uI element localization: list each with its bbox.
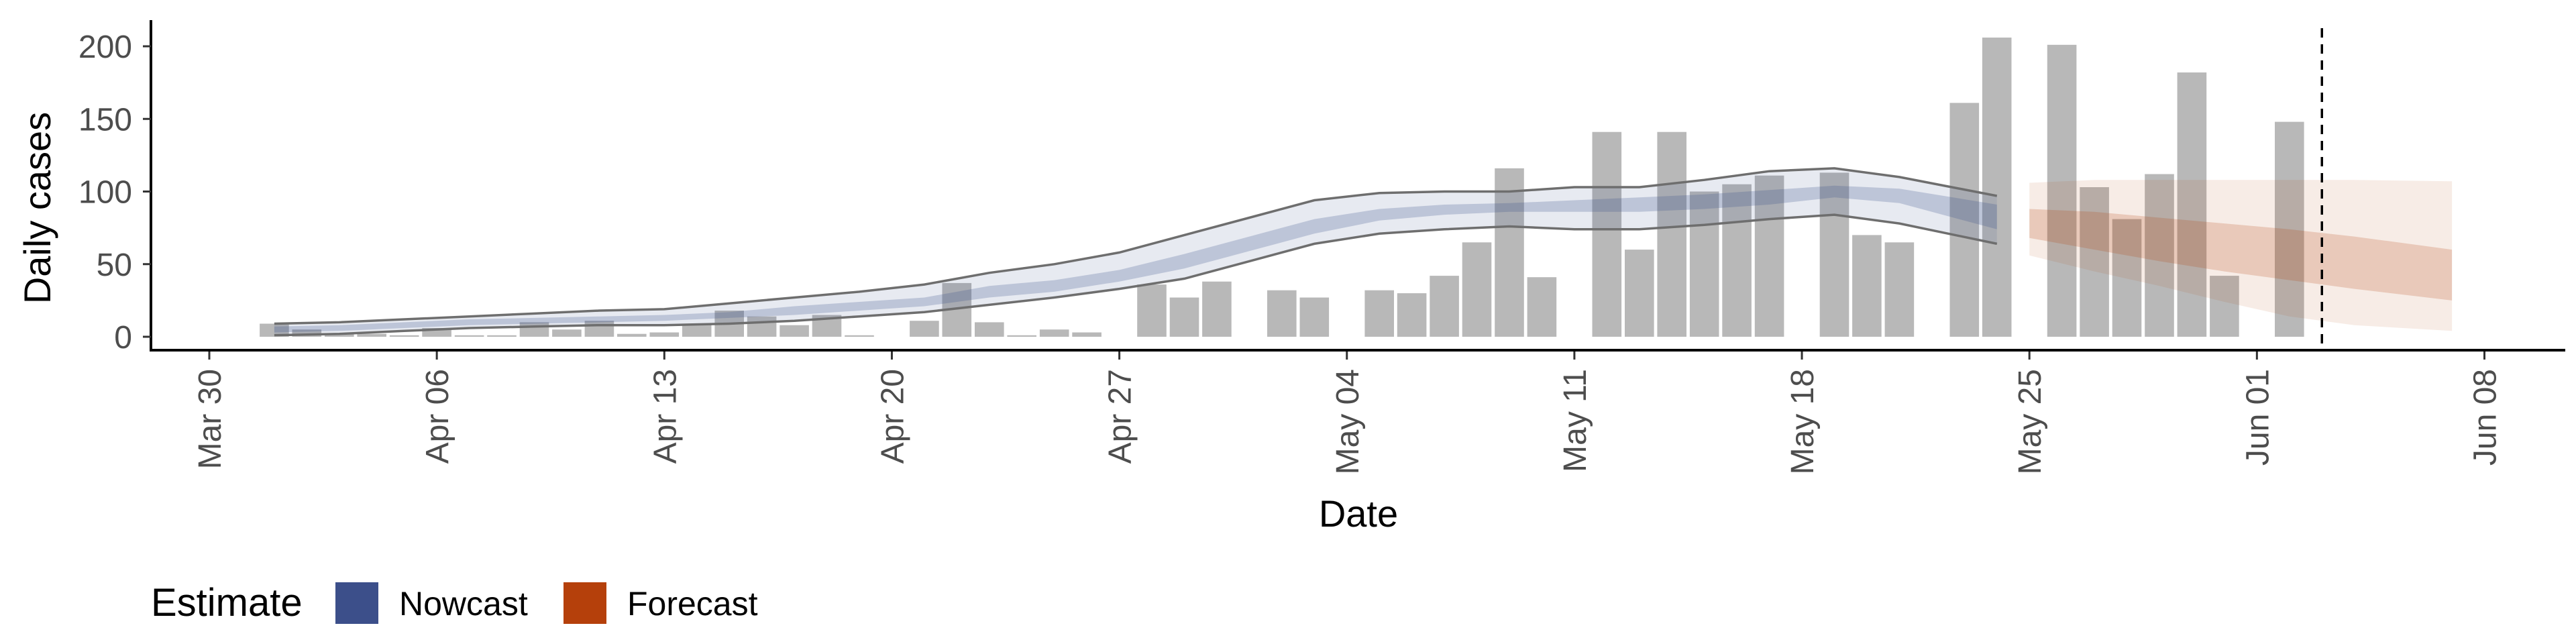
bar <box>2112 219 2142 337</box>
nowcast-outer-band <box>274 168 1997 335</box>
bar <box>1884 242 1915 337</box>
legend-title: Estimate <box>151 581 303 625</box>
bar <box>2275 121 2304 337</box>
y-tick-label: 50 <box>97 248 132 283</box>
x-tick-label: Mar 30 <box>193 369 228 469</box>
legend-label-forecast: Forecast <box>627 585 758 623</box>
legend-key-nowcast <box>335 582 378 624</box>
x-tick-label: Apr 13 <box>647 369 683 464</box>
bar <box>1689 191 1719 337</box>
tick-labels: 0 50 100 150 200 Mar 30 Apr 06 Apr 13 Apr 20 Apr … <box>78 30 2504 474</box>
bar <box>357 333 386 337</box>
bar <box>2047 44 2077 337</box>
bar <box>845 335 874 337</box>
bar <box>1657 131 1686 337</box>
forecast-outer-band <box>2029 180 2453 331</box>
x-tick-label: May 18 <box>1785 369 1821 474</box>
y-tick-label: 200 <box>78 30 132 65</box>
x-tick-label: Jun 01 <box>2240 369 2275 466</box>
bar <box>1169 297 1199 337</box>
bar <box>454 335 484 337</box>
bar <box>1495 168 1524 337</box>
bar <box>780 325 809 337</box>
bar <box>1527 277 1557 337</box>
bar <box>1722 184 1752 337</box>
bar <box>260 323 289 337</box>
x-tick-label: Apr 06 <box>420 369 455 464</box>
bar <box>1625 250 1654 337</box>
bar <box>1592 131 1622 337</box>
bar <box>552 329 582 337</box>
bar <box>1072 332 1102 337</box>
y-tick-label: 0 <box>114 320 132 356</box>
bar <box>747 316 777 337</box>
bar <box>1202 281 1232 337</box>
bar <box>1982 38 2012 337</box>
bar <box>292 329 322 337</box>
bar <box>2145 174 2174 337</box>
x-tick-label: May 04 <box>1330 369 1366 474</box>
x-tick-label: May 11 <box>1558 369 1593 472</box>
bar <box>617 333 647 337</box>
bar <box>1039 329 1069 337</box>
bar <box>1137 284 1167 337</box>
bar <box>1397 293 1427 337</box>
x-tick-label: Apr 20 <box>875 369 911 464</box>
bar <box>389 335 419 337</box>
bar <box>2080 187 2109 337</box>
forecast-inner-band <box>2029 209 2453 301</box>
bar <box>2210 276 2239 337</box>
bar <box>1819 172 1849 337</box>
bar <box>325 333 354 337</box>
bar <box>1267 290 1297 337</box>
bar <box>1299 297 1330 337</box>
y-tick-label: 150 <box>78 102 132 138</box>
bar <box>682 323 712 337</box>
nowcast-lower-line <box>274 213 1998 337</box>
nowcast-upper-line <box>274 167 1998 325</box>
bar <box>1852 235 1882 337</box>
bar <box>1949 103 1980 337</box>
axes <box>150 20 2565 352</box>
bar <box>1007 335 1036 337</box>
y-axis-title: Daily cases <box>16 112 58 304</box>
legend-key-forecast <box>564 582 606 624</box>
x-tick-label: May 25 <box>2012 369 2048 474</box>
bar <box>649 332 680 337</box>
bar <box>1462 242 1492 337</box>
bar <box>487 335 517 337</box>
x-axis-title: Date <box>1319 492 1398 535</box>
bar <box>910 321 939 337</box>
bar <box>1364 290 1394 337</box>
legend: Estimate Nowcast Forecast <box>151 581 758 625</box>
bar <box>1430 276 1459 337</box>
y-tick-label: 100 <box>78 175 132 211</box>
bar <box>2177 72 2207 337</box>
legend-label-nowcast: Nowcast <box>399 585 528 623</box>
plot-area <box>260 28 2453 343</box>
x-tick-label: Apr 27 <box>1103 369 1138 464</box>
x-tick-label: Jun 08 <box>2468 369 2504 466</box>
bar <box>1754 175 1784 337</box>
bar <box>975 322 1004 337</box>
